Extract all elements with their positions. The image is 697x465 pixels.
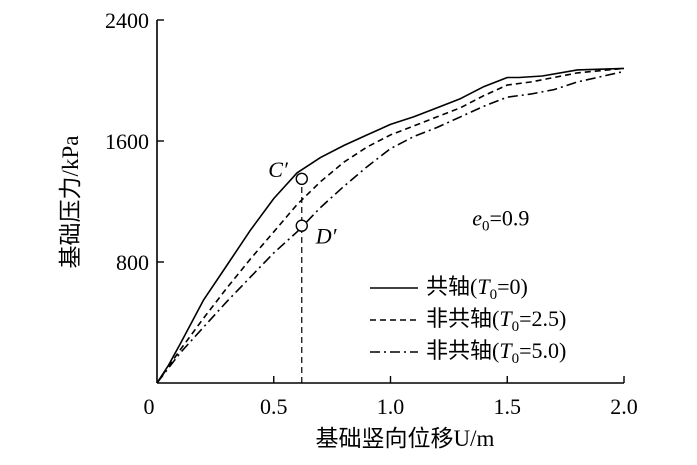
y-tick-label: 2400 xyxy=(105,8,149,33)
x-tick-label: 2.0 xyxy=(610,394,638,419)
e0-annotation: e0=0.9 xyxy=(472,206,529,235)
legend-sub: 0 xyxy=(490,287,498,303)
series-line-2 xyxy=(156,67,625,384)
annotation-marker-2 xyxy=(295,219,308,232)
annotation-layer: C′D′e0=0.9 xyxy=(268,157,529,383)
y-tick-label: 800 xyxy=(116,250,149,275)
x-axis-title: 基础竖向位移U/m xyxy=(316,426,495,451)
legend-suffix: =5.0) xyxy=(519,338,566,363)
y-axis-title: 基础压力/kPa xyxy=(58,136,83,269)
legend-label-2: 非共轴(T0=2.5) xyxy=(426,306,566,335)
annotation-marker-1 xyxy=(295,172,308,186)
annotation-label-2: D′ xyxy=(315,224,338,249)
x-tick-label: 1.0 xyxy=(377,394,405,419)
legend-var: T xyxy=(477,274,491,299)
legend-label-1: 共轴(T0=0) xyxy=(426,274,528,303)
series-line-1 xyxy=(156,67,625,384)
e0-value: =0.9 xyxy=(489,206,529,231)
legend-label-3: 非共轴(T0=5.0) xyxy=(426,338,566,367)
e0-var: e xyxy=(472,206,482,231)
annotation-label-1: C′ xyxy=(268,157,289,182)
legend-suffix: =0) xyxy=(497,274,528,299)
legend-suffix: =2.5) xyxy=(519,306,566,331)
legend-prefix: 非共轴( xyxy=(426,306,499,331)
legend-var: T xyxy=(499,306,513,331)
series-line-3 xyxy=(156,70,625,384)
legend-prefix: 非共轴( xyxy=(426,338,499,363)
legend-sub: 0 xyxy=(512,351,520,367)
legend-prefix: 共轴( xyxy=(426,274,477,299)
x-tick-label: 0.5 xyxy=(260,394,288,419)
legend: 共轴(T0=0)非共轴(T0=2.5)非共轴(T0=5.0) xyxy=(370,274,566,367)
x-tick-label: 0 xyxy=(144,394,155,419)
x-tick-label: 1.5 xyxy=(494,394,522,419)
legend-var: T xyxy=(499,338,513,363)
ticks: 0 0.5 1.0 1.5 2.0 800 1600 2400 xyxy=(105,8,638,419)
series-layer xyxy=(156,67,625,384)
y-tick-label: 1600 xyxy=(105,129,149,154)
legend-sub: 0 xyxy=(512,319,520,335)
e0-sub: 0 xyxy=(482,219,490,235)
